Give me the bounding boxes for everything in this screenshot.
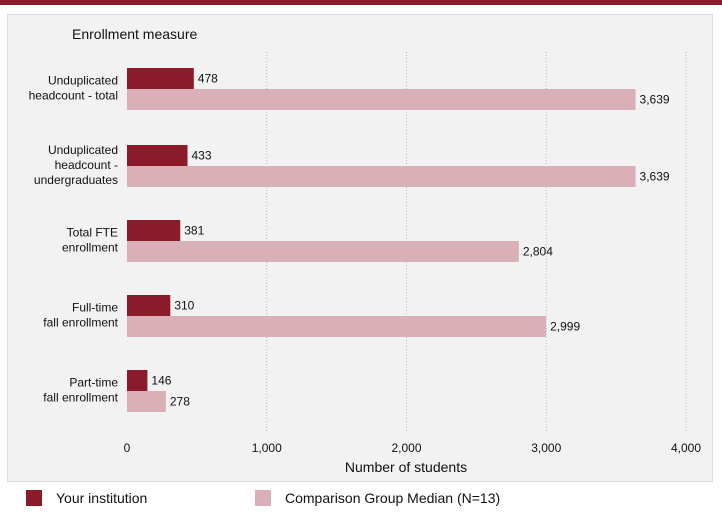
data-label: 3,639 (640, 93, 670, 107)
enrollment-chart: 0 1,000 2,000 3,000 4,000 478 433 381 310 146 3,63… (29, 26, 702, 475)
legend-item-institution: Your institution (26, 490, 147, 506)
x-tick-label: 4,000 (671, 441, 701, 455)
category-label: Unduplicated headcount - total (29, 74, 118, 103)
bar-comparison (127, 316, 547, 337)
x-tick-label: 1,000 (252, 441, 282, 455)
bar-institution (127, 68, 194, 89)
data-label: 2,804 (523, 245, 553, 259)
bar-institution (127, 370, 148, 391)
legend-swatch-institution (26, 490, 42, 506)
labels: 0 1,000 2,000 3,000 4,000 478 433 381 310 146 3,63… (29, 72, 702, 456)
bar-institution (127, 145, 188, 166)
data-label: 310 (174, 299, 194, 313)
data-label: 433 (192, 149, 212, 163)
bar-comparison (127, 391, 166, 412)
data-label: 478 (198, 72, 218, 86)
bars (127, 68, 636, 412)
x-axis-title: Number of students (345, 459, 467, 475)
legend-label-institution: Your institution (56, 490, 148, 506)
x-tick-label: 0 (124, 441, 131, 455)
category-label: Part-time fall enrollment (43, 376, 118, 405)
top-accent-bar (0, 0, 722, 5)
legend: Your institution Comparison Group Median… (0, 486, 722, 512)
data-label: 3,639 (640, 170, 670, 184)
data-label: 381 (184, 224, 204, 238)
bar-comparison (127, 241, 519, 262)
bar-institution (127, 295, 171, 316)
category-label: Total FTE enrollment (62, 226, 119, 255)
data-label: 146 (151, 374, 171, 388)
legend-swatch-comparison (255, 490, 271, 506)
data-label: 2,999 (550, 320, 580, 334)
category-label: Unduplicated headcount -undergraduates (34, 143, 118, 187)
legend-item-comparison: Comparison Group Median (N=13) (255, 490, 500, 506)
category-axis-title: Enrollment measure (72, 26, 197, 42)
bar-comparison (127, 89, 636, 110)
legend-label-comparison: Comparison Group Median (N=13) (285, 490, 501, 506)
x-tick-label: 3,000 (531, 441, 561, 455)
bar-institution (127, 220, 181, 241)
category-label: Full-time fall enrollment (43, 301, 118, 330)
data-label: 278 (170, 395, 190, 409)
bar-comparison (127, 166, 636, 187)
x-tick-label: 2,000 (391, 441, 421, 455)
